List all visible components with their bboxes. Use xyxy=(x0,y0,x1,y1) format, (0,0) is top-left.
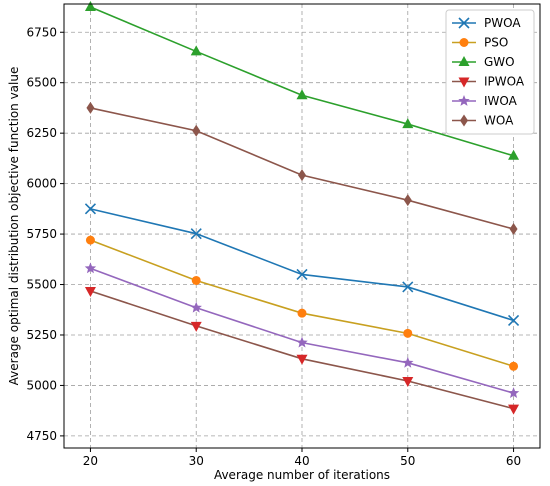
x-axis-label: Average number of iterations xyxy=(214,468,390,482)
legend-entry-pwoa: PWOA xyxy=(452,16,521,30)
series-woa xyxy=(86,101,518,236)
series-ipwoa xyxy=(84,286,520,415)
data-point-woa xyxy=(298,169,306,182)
data-point-pwoa xyxy=(507,314,520,327)
legend-label: GWO xyxy=(484,55,515,69)
data-point-iwoa xyxy=(84,262,97,274)
data-point-gwo xyxy=(402,118,414,129)
y-tick-label: 5250 xyxy=(26,328,57,342)
y-tick-label: 6750 xyxy=(26,25,57,39)
data-point-iwoa xyxy=(402,356,414,368)
data-point-woa xyxy=(192,124,201,137)
y-tick-label: 5750 xyxy=(26,227,57,241)
y-axis: 4750 5000 5250 5500 5750 6000 6250 6500 6750 xyxy=(26,25,64,443)
data-point-ipwoa xyxy=(190,321,202,332)
x-axis: 20 30 40 50 60 xyxy=(83,448,521,468)
legend-label: IPWOA xyxy=(484,75,525,89)
legend-marker xyxy=(458,77,470,88)
x-tick-label: 20 xyxy=(83,454,98,468)
legend-marker xyxy=(458,95,470,106)
data-point-ipwoa xyxy=(508,404,520,415)
x-tick-label: 30 xyxy=(189,454,204,468)
data-point-woa xyxy=(403,194,412,207)
data-point-pwoa xyxy=(190,228,202,240)
y-tick-label: 5000 xyxy=(26,378,57,392)
legend-marker xyxy=(460,114,468,127)
y-tick-label: 4750 xyxy=(26,429,57,443)
legend-entry-gwo: GWO xyxy=(452,55,515,69)
legend-label: PWOA xyxy=(484,16,521,30)
data-point-gwo xyxy=(190,45,202,56)
legend-label: PSO xyxy=(484,36,508,50)
data-point-ipwoa xyxy=(84,286,96,297)
series-gwo xyxy=(84,1,520,160)
data-point-pso xyxy=(509,361,519,371)
data-point-pso xyxy=(191,275,201,285)
legend: PWOA PSO GWO IPWOA IWOA WOA xyxy=(445,9,535,135)
data-point-pwoa xyxy=(84,203,97,215)
y-tick-label: 6250 xyxy=(26,126,57,140)
x-tick-label: 60 xyxy=(506,454,521,468)
series-pso xyxy=(85,235,519,371)
y-axis-label: Average optimal distribution objective f… xyxy=(7,67,21,386)
series-layer xyxy=(84,1,520,415)
data-point-gwo xyxy=(84,1,96,12)
series-pwoa xyxy=(84,203,520,327)
legend-marker xyxy=(458,17,470,29)
data-point-pso xyxy=(403,328,413,338)
data-point-iwoa xyxy=(190,301,202,313)
data-point-ipwoa xyxy=(296,354,308,365)
data-point-gwo xyxy=(508,149,520,160)
y-tick-label: 6500 xyxy=(26,76,57,90)
legend-entry-pso: PSO xyxy=(452,36,508,50)
data-point-pso xyxy=(297,308,307,318)
y-tick-label: 6000 xyxy=(26,177,57,191)
legend-marker xyxy=(459,38,469,47)
legend-label: WOA xyxy=(484,114,514,128)
data-point-woa xyxy=(509,223,518,236)
x-tick-label: 50 xyxy=(400,454,415,468)
y-tick-label: 5500 xyxy=(26,278,57,292)
x-tick-label: 40 xyxy=(294,454,309,468)
legend-entry-woa: WOA xyxy=(452,114,514,128)
data-point-pwoa xyxy=(402,281,414,293)
data-point-iwoa xyxy=(507,387,520,398)
data-point-woa xyxy=(86,101,95,114)
legend-marker xyxy=(458,56,470,66)
data-point-ipwoa xyxy=(402,376,414,387)
legend-label: IWOA xyxy=(484,94,518,108)
legend-entry-ipwoa: IPWOA xyxy=(452,75,525,89)
grid xyxy=(64,4,540,448)
data-point-gwo xyxy=(296,89,308,100)
data-point-pso xyxy=(85,235,95,245)
data-point-pwoa xyxy=(296,268,308,281)
legend-entry-iwoa: IWOA xyxy=(452,94,518,108)
data-point-iwoa xyxy=(296,336,308,348)
series-iwoa xyxy=(84,262,520,398)
